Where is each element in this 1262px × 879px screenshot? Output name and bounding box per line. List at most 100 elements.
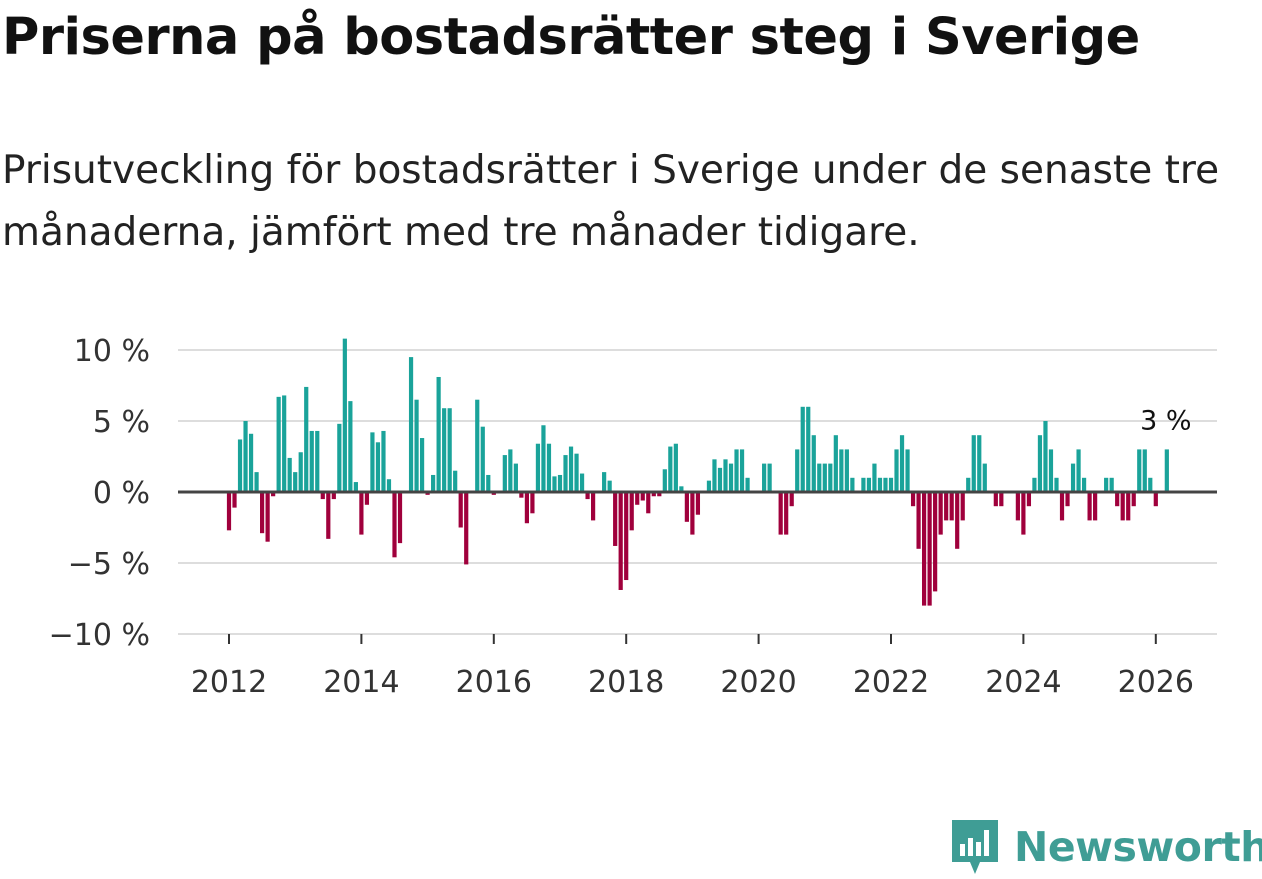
bar [513, 463, 518, 492]
bar [1131, 492, 1136, 507]
bar [966, 477, 971, 492]
x-axis: 2012 2014 2016 2018 2020 2022 2024 2026 [191, 634, 1194, 700]
bar [999, 492, 1004, 507]
bar [243, 421, 248, 492]
bar [276, 396, 281, 492]
bar [1081, 477, 1087, 492]
bar [778, 492, 783, 535]
bar [431, 474, 436, 492]
bar [883, 477, 888, 492]
bar [1142, 449, 1147, 492]
bar [861, 477, 866, 492]
bar [1109, 477, 1114, 492]
bar [971, 435, 976, 492]
bar [982, 463, 987, 492]
bar [436, 376, 441, 492]
bar [331, 492, 336, 500]
bar [679, 486, 684, 492]
bar [353, 482, 358, 492]
bar [684, 492, 689, 522]
bar [960, 492, 965, 521]
bar [839, 449, 844, 492]
bar [657, 492, 662, 497]
bar [1021, 492, 1026, 535]
bar [260, 492, 265, 534]
bar [453, 470, 458, 492]
bar [662, 469, 667, 492]
bar [866, 477, 872, 492]
bar [1153, 492, 1158, 507]
bar [1126, 492, 1131, 521]
bar [1137, 449, 1142, 492]
bar [872, 463, 877, 492]
x-tick-label: 2016 [456, 665, 532, 700]
bar [248, 433, 254, 492]
chart-subtitle: Prisutveckling för bostadsrätter i Sveri… [2, 148, 1220, 255]
bar [563, 455, 568, 492]
bar [480, 426, 485, 492]
bar [618, 492, 623, 590]
bar [993, 492, 998, 507]
bar-chart: 10 % 5 % 0 % −5 % −10 % 2012 2014 2016 2018 2020… [49, 334, 1217, 700]
bar [1104, 477, 1109, 492]
chart-title: Priserna på bostadsrätter steg i Sverige [2, 8, 1140, 67]
bar [668, 446, 673, 492]
bar [916, 492, 921, 549]
bar [1065, 492, 1070, 507]
bar [977, 435, 982, 492]
bar [833, 435, 838, 492]
bar [910, 492, 916, 507]
bar [800, 406, 805, 492]
bar [386, 479, 392, 492]
bar [585, 492, 590, 500]
bar [1059, 492, 1065, 521]
bar [271, 492, 276, 497]
bar [348, 401, 353, 492]
bar [949, 492, 954, 521]
bar [673, 443, 678, 492]
bar [552, 476, 557, 492]
bar [1032, 477, 1037, 492]
bar [717, 467, 723, 492]
bar [624, 492, 629, 581]
bar [530, 492, 535, 514]
y-tick-label: −5 % [68, 547, 150, 582]
y-tick-label: 5 % [93, 405, 150, 440]
bar [326, 492, 331, 539]
bar [784, 492, 789, 535]
bar [557, 474, 563, 492]
bar [309, 430, 314, 492]
bar [1164, 449, 1169, 492]
bar [899, 435, 905, 492]
bar [265, 492, 270, 542]
bar [342, 338, 347, 492]
bar [933, 492, 938, 592]
bar [927, 492, 932, 606]
x-tick-label: 2026 [1118, 665, 1194, 700]
bar [629, 492, 634, 531]
bar [359, 492, 364, 535]
bar [817, 463, 822, 492]
bar [1043, 421, 1048, 492]
bar [888, 477, 894, 492]
bar [602, 472, 607, 492]
x-tick-label: 2018 [588, 665, 664, 700]
bar [337, 423, 342, 492]
bar [905, 449, 910, 492]
bar [502, 455, 507, 492]
bar [315, 430, 320, 492]
bar [894, 449, 899, 492]
bar [298, 452, 303, 492]
bar [1037, 435, 1043, 492]
last-value-label: 3 % [1140, 405, 1191, 436]
bar [254, 472, 259, 492]
bar [938, 492, 943, 535]
bar [568, 446, 574, 492]
bar [922, 492, 927, 606]
bar [287, 457, 292, 492]
bar [226, 492, 232, 531]
bar [320, 492, 325, 500]
bar [237, 439, 243, 492]
bar [850, 477, 855, 492]
bar [397, 492, 403, 544]
